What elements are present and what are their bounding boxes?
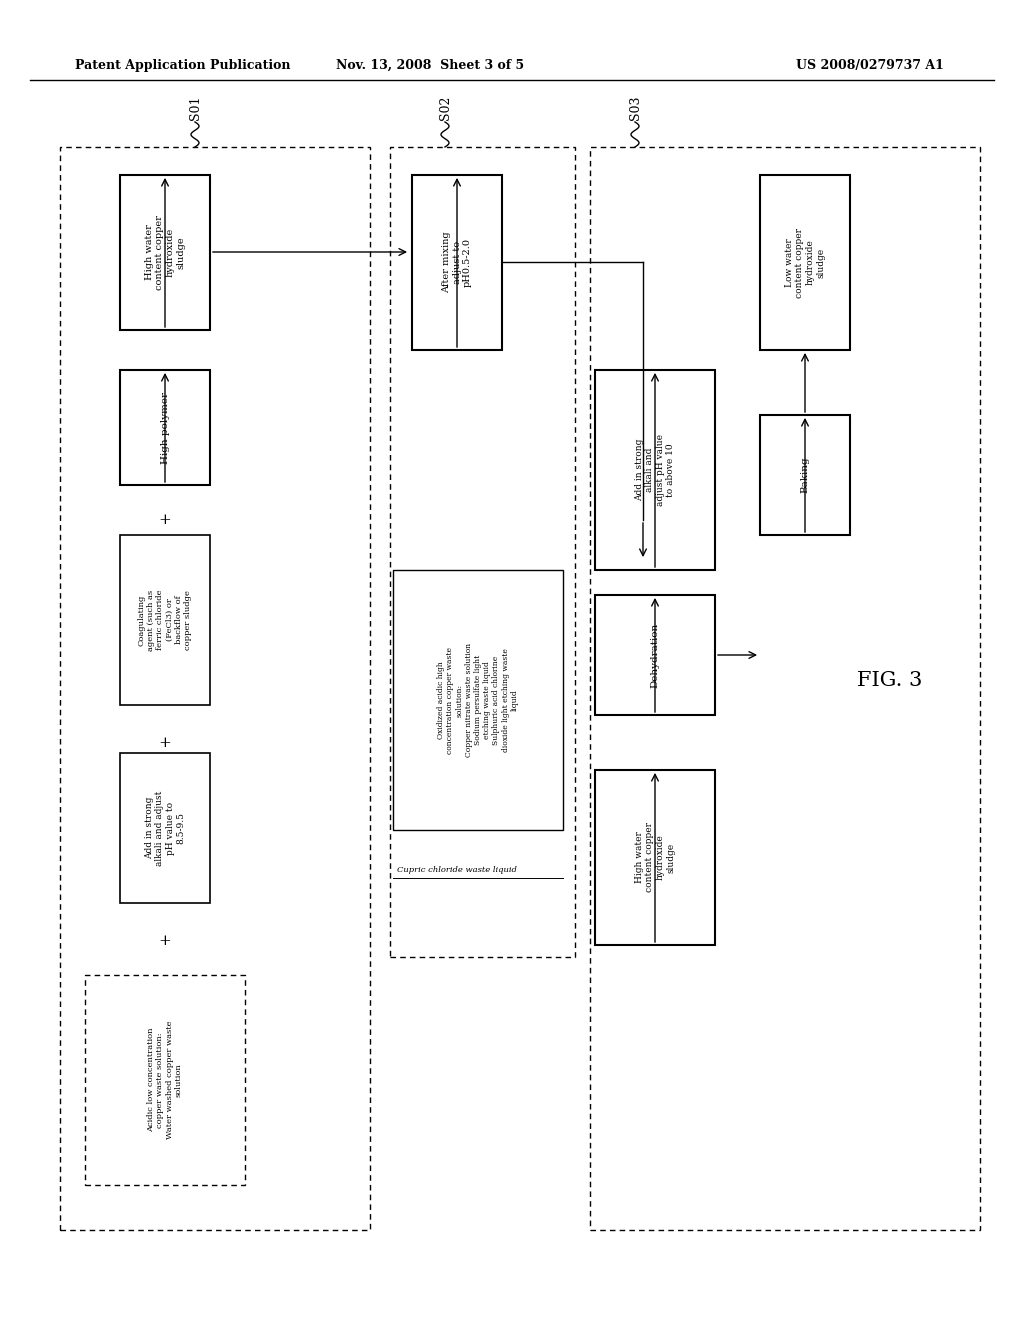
Bar <box>590 147 980 1230</box>
Bar <box>760 176 850 350</box>
Text: Dehydration: Dehydration <box>650 622 659 688</box>
Bar <box>760 414 850 535</box>
Text: Coagulating
agent (such as
ferric chloride
(FeCl3) or
backflow of
copper sludge: Coagulating agent (such as ferric chlori… <box>138 590 193 651</box>
Text: +: + <box>159 737 171 750</box>
Bar <box>393 570 563 830</box>
Text: Acidic low concentration
copper waste solution:
Water washed copper waste
soluti: Acidic low concentration copper waste so… <box>147 1020 183 1139</box>
Bar <box>60 147 370 1230</box>
Bar <box>390 147 575 957</box>
Bar <box>120 176 210 330</box>
Text: Add in strong
alkali and
adjust pH value
to above 10: Add in strong alkali and adjust pH value… <box>635 434 675 506</box>
Bar <box>595 595 715 715</box>
Text: Patent Application Publication: Patent Application Publication <box>75 58 291 71</box>
Bar <box>595 370 715 570</box>
Text: Baking: Baking <box>801 457 810 494</box>
Bar <box>120 535 210 705</box>
Text: Oxidized acidic high
concentration copper waste
solution:
Copper nitrate waste s: Oxidized acidic high concentration coppe… <box>437 643 519 758</box>
Text: Cupric chloride waste liquid: Cupric chloride waste liquid <box>397 866 517 874</box>
Text: S03: S03 <box>629 96 641 120</box>
Bar <box>595 770 715 945</box>
Text: US 2008/0279737 A1: US 2008/0279737 A1 <box>796 58 944 71</box>
Text: After mixing
adjust to
pH0.5-2.0: After mixing adjust to pH0.5-2.0 <box>442 232 472 293</box>
Text: S01: S01 <box>188 96 202 120</box>
Text: FIG. 3: FIG. 3 <box>857 671 923 689</box>
Text: S02: S02 <box>438 96 452 120</box>
Text: High water
content copper
hydroxide
sludge: High water content copper hydroxide slud… <box>145 215 185 290</box>
Bar <box>120 370 210 484</box>
Bar <box>85 975 245 1185</box>
Text: High water
content copper
hydroxide
sludge: High water content copper hydroxide slud… <box>635 822 675 892</box>
Text: +: + <box>159 935 171 948</box>
Bar <box>120 752 210 903</box>
Bar <box>412 176 502 350</box>
Text: Add in strong
alkali and adjust
pH value to
8.5-9.5: Add in strong alkali and adjust pH value… <box>145 791 185 866</box>
Text: +: + <box>159 513 171 527</box>
Text: High polymer: High polymer <box>161 392 170 463</box>
Text: Nov. 13, 2008  Sheet 3 of 5: Nov. 13, 2008 Sheet 3 of 5 <box>336 58 524 71</box>
Text: Low water
content copper
hydroxide
sludge: Low water content copper hydroxide sludg… <box>785 227 825 297</box>
